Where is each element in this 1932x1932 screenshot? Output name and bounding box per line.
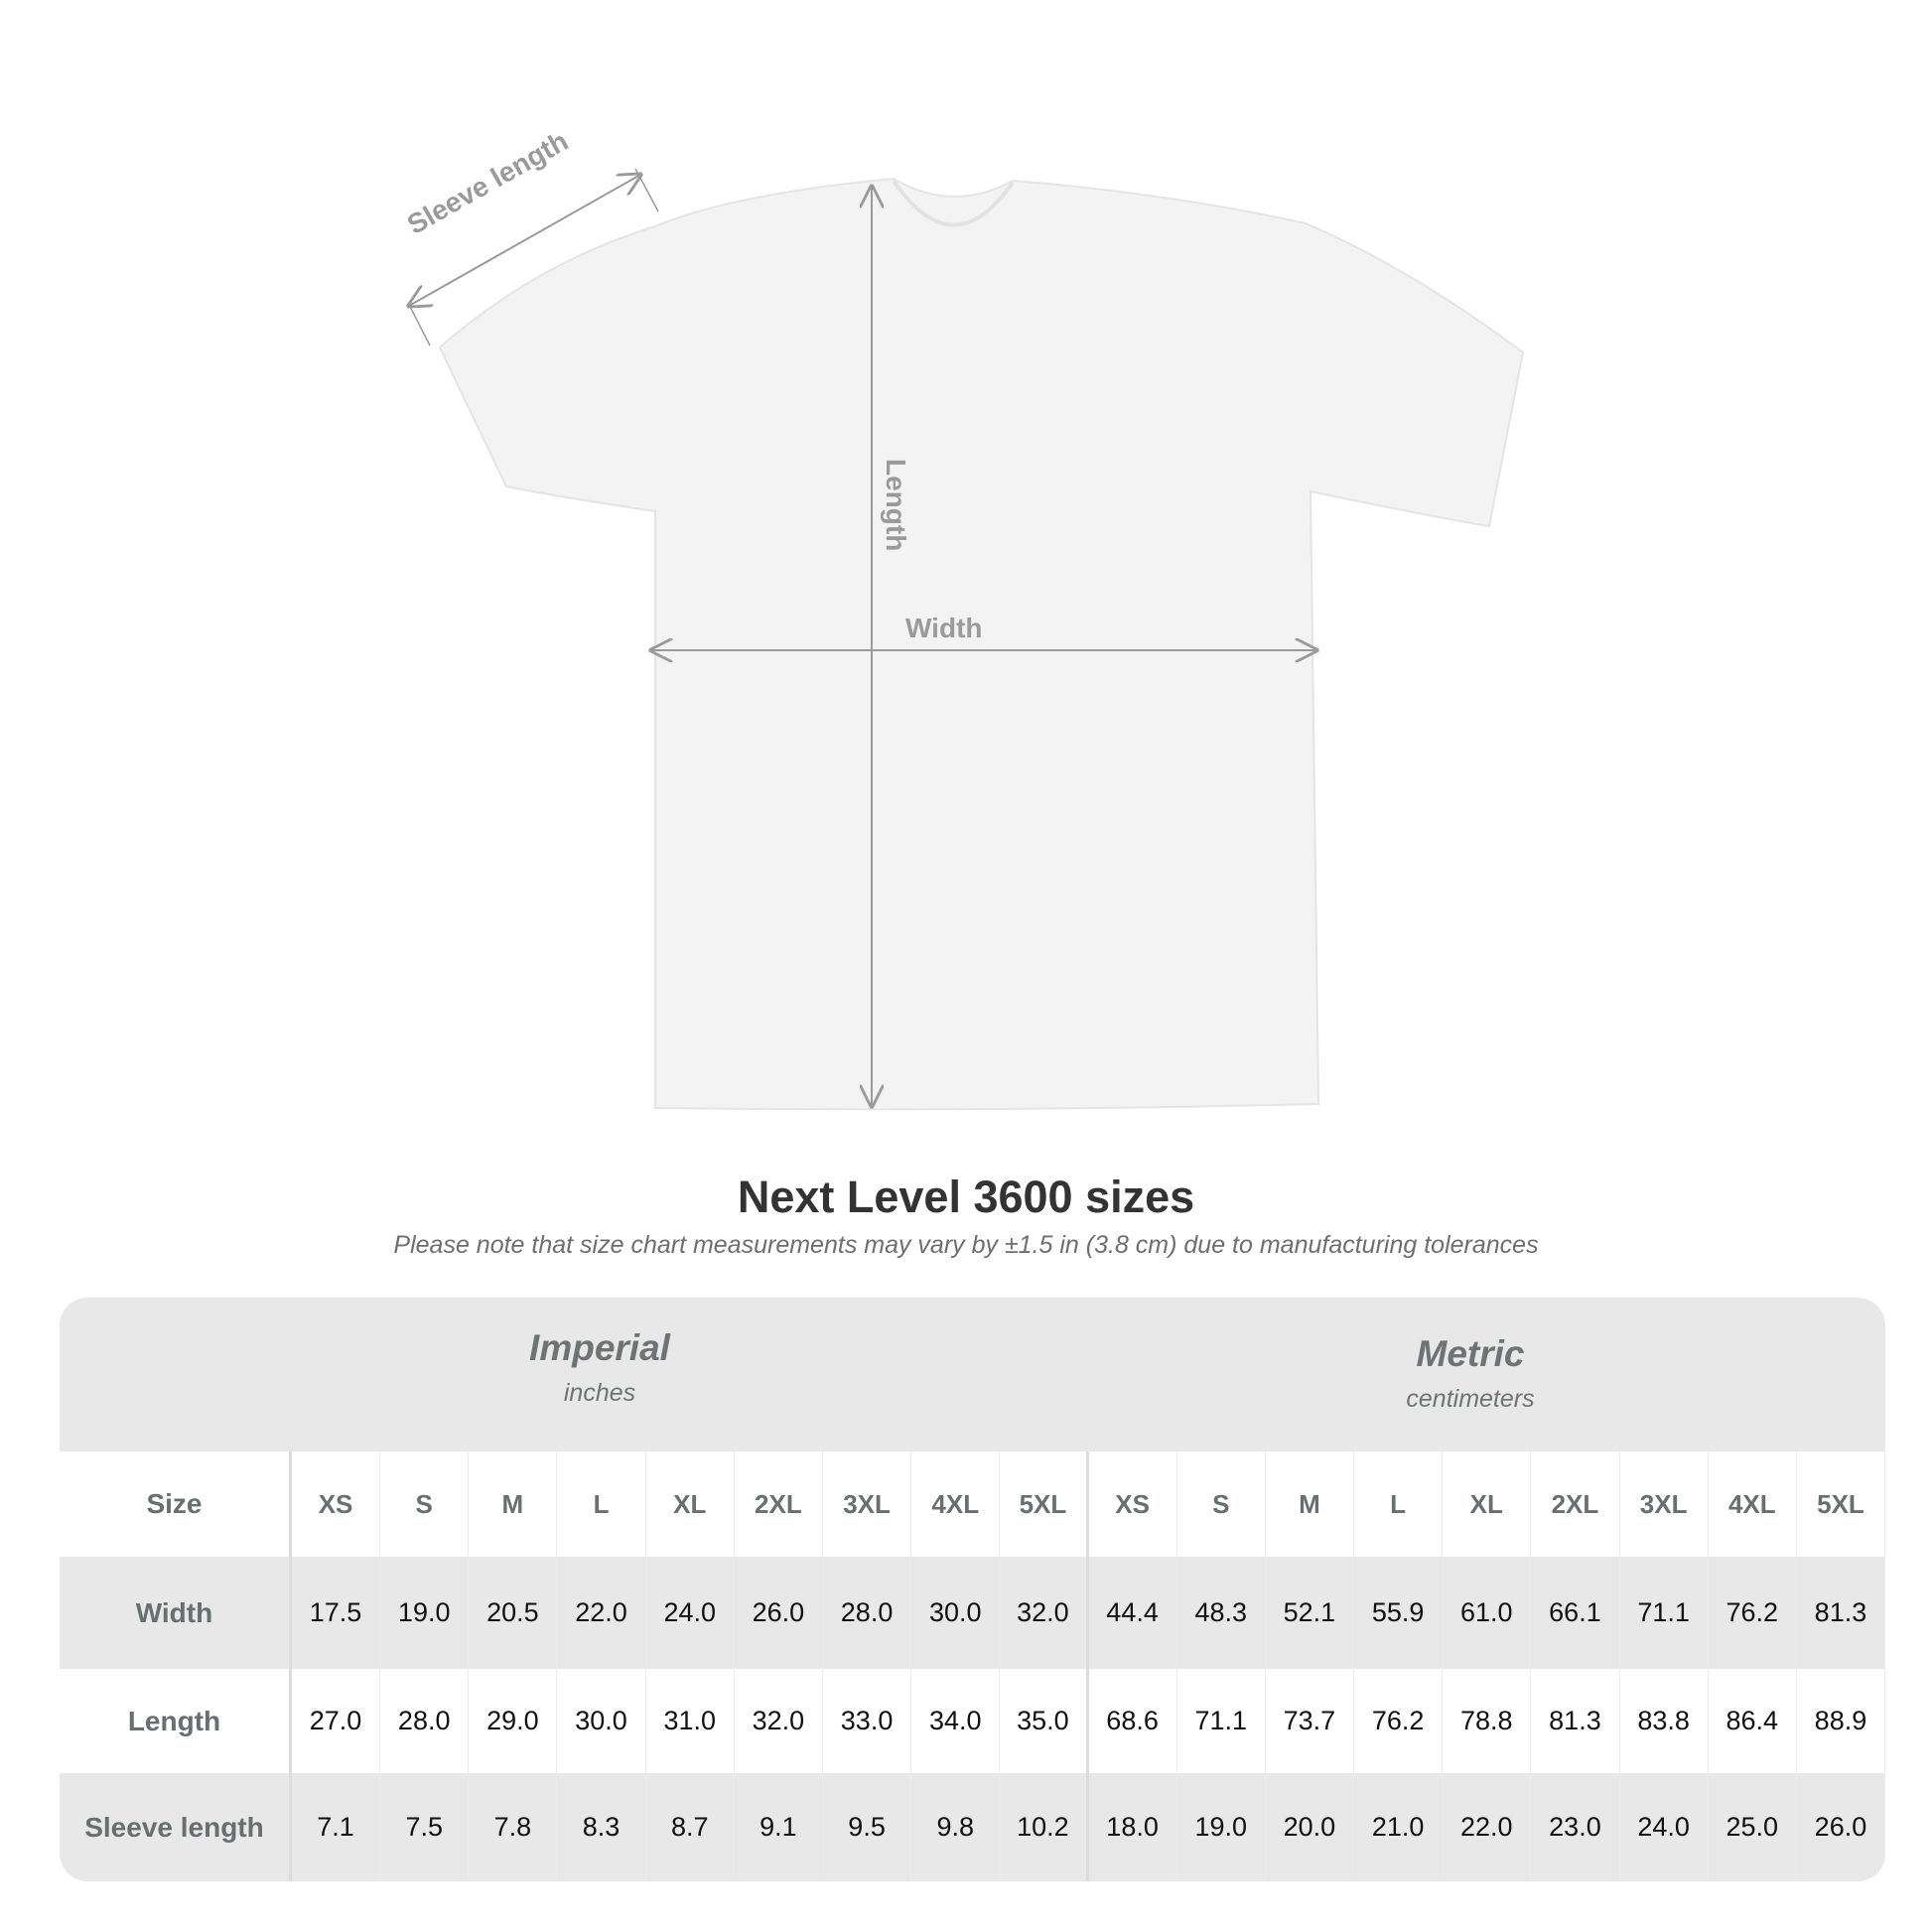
imperial-size-header: XS: [292, 1451, 381, 1557]
imperial-value-cell: 9.8: [911, 1773, 1001, 1881]
imperial-value-cell: 28.0: [380, 1669, 470, 1773]
metric-value-cell: 21.0: [1354, 1773, 1444, 1881]
imperial-size-header: M: [469, 1451, 558, 1557]
imperial-size-header: 5XL: [1000, 1451, 1089, 1557]
imperial-value-cell: 30.0: [557, 1669, 646, 1773]
metric-value-cell: 88.9: [1797, 1669, 1885, 1773]
imperial-value-cell: 7.5: [380, 1773, 470, 1881]
metric-value-cell: 78.8: [1443, 1669, 1532, 1773]
imperial-value-cell: 7.8: [469, 1773, 558, 1881]
imperial-value-cell: 10.2: [1000, 1773, 1089, 1881]
table-header: Imperial inches Metric centimeters: [60, 1298, 1885, 1451]
metric-size-header: 4XL: [1709, 1451, 1797, 1557]
metric-value-cell: 24.0: [1620, 1773, 1709, 1881]
metric-size-header: 2XL: [1531, 1451, 1620, 1557]
imperial-value-cell: 27.0: [292, 1669, 381, 1773]
metric-header: Metric centimeters: [1222, 1333, 1719, 1414]
metric-value-cell: 61.0: [1443, 1557, 1532, 1669]
metric-value-cell: 71.1: [1177, 1669, 1266, 1773]
page-title: Next Level 3600 sizes: [737, 1172, 1195, 1222]
tshirt-illustration: [0, 168, 1525, 1111]
imperial-size-header: L: [557, 1451, 646, 1557]
metric-value-cell: 81.3: [1531, 1669, 1620, 1773]
metric-value-cell: 76.2: [1354, 1669, 1444, 1773]
imperial-size-header: 4XL: [911, 1451, 1001, 1557]
metric-value-cell: 71.1: [1620, 1557, 1709, 1669]
metric-value-cell: 83.8: [1620, 1669, 1709, 1773]
metric-value-cell: 76.2: [1709, 1557, 1797, 1669]
tolerance-note: Please note that size chart measurements…: [393, 1231, 1539, 1259]
metric-value-cell: 22.0: [1443, 1773, 1532, 1881]
imperial-value-cell: 9.1: [735, 1773, 823, 1881]
sleeve-arrow: [409, 175, 640, 306]
length-label: Length: [881, 459, 911, 552]
metric-size-header: M: [1266, 1451, 1355, 1557]
imperial-value-cell: 28.0: [823, 1557, 912, 1669]
imperial-size-header: XL: [646, 1451, 735, 1557]
metric-value-cell: 44.4: [1089, 1557, 1177, 1669]
imperial-value-cell: 32.0: [735, 1669, 823, 1773]
imperial-value-cell: 34.0: [911, 1669, 1001, 1773]
table-row: Sleeve length 7.1 7.5 7.8 8.3 8.7 9.1 9.5 9.8 10.…: [60, 1773, 1885, 1881]
imperial-value-cell: 26.0: [735, 1557, 823, 1669]
metric-value-cell: 26.0: [1797, 1773, 1885, 1881]
metric-unit: centimeters: [1406, 1385, 1535, 1413]
metric-value-cell: 55.9: [1354, 1557, 1444, 1669]
row-label: Length: [60, 1669, 292, 1773]
imperial-value-cell: 29.0: [469, 1669, 558, 1773]
imperial-value-cell: 17.5: [292, 1557, 381, 1669]
metric-value-cell: 19.0: [1177, 1773, 1266, 1881]
imperial-value-cell: 9.5: [823, 1773, 912, 1881]
metric-value-cell: 68.6: [1089, 1669, 1177, 1773]
imperial-value-cell: 20.5: [469, 1557, 558, 1669]
size-header-row: Size XS S M L XL 2XL 3XL 4XL 5XL XS S M L XL 2XL 3XL 4XL 5…: [60, 1451, 1885, 1557]
metric-value-cell: 48.3: [1177, 1557, 1266, 1669]
imperial-value-cell: 32.0: [1000, 1557, 1089, 1669]
metric-size-header: L: [1354, 1451, 1444, 1557]
metric-size-header: XS: [1089, 1451, 1177, 1557]
metric-value-cell: 66.1: [1531, 1557, 1620, 1669]
metric-value-cell: 25.0: [1709, 1773, 1797, 1881]
size-table: Imperial inches Metric centimeters Size X…: [60, 1298, 1885, 1881]
imperial-value-cell: 30.0: [911, 1557, 1001, 1669]
imperial-value-cell: 31.0: [646, 1669, 735, 1773]
metric-value-cell: 18.0: [1089, 1773, 1177, 1881]
imperial-value-cell: 8.7: [646, 1773, 735, 1881]
metric-value-cell: 81.3: [1797, 1557, 1885, 1669]
imperial-value-cell: 33.0: [823, 1669, 912, 1773]
row-label: Width: [60, 1557, 292, 1669]
imperial-title: Imperial: [529, 1327, 670, 1368]
imperial-size-header: 3XL: [823, 1451, 912, 1557]
imperial-value-cell: 35.0: [1000, 1669, 1089, 1773]
metric-size-header: 5XL: [1797, 1451, 1885, 1557]
metric-value-cell: 86.4: [1709, 1669, 1797, 1773]
table-row: Length 27.0 28.0 29.0 30.0 31.0 32.0 33.0 34.0 35…: [60, 1669, 1885, 1773]
imperial-size-header: 2XL: [735, 1451, 823, 1557]
metric-size-header: 3XL: [1620, 1451, 1709, 1557]
imperial-value-cell: 22.0: [557, 1557, 646, 1669]
imperial-unit: inches: [563, 1379, 636, 1407]
imperial-value-cell: 8.3: [557, 1773, 646, 1881]
metric-value-cell: 20.0: [1266, 1773, 1355, 1881]
metric-size-header: S: [1177, 1451, 1266, 1557]
imperial-header: Imperial inches: [351, 1327, 848, 1408]
row-label: Sleeve length: [60, 1773, 292, 1881]
imperial-size-header: S: [380, 1451, 470, 1557]
metric-title: Metric: [1416, 1333, 1525, 1374]
metric-value-cell: 73.7: [1266, 1669, 1355, 1773]
width-label: Width: [905, 613, 983, 643]
metric-size-header: XL: [1443, 1451, 1532, 1557]
imperial-value-cell: 24.0: [646, 1557, 735, 1669]
table-row: Width 17.5 19.0 20.5 22.0 24.0 26.0 28.0 30.0 32.…: [60, 1557, 1885, 1669]
metric-value-cell: 52.1: [1266, 1557, 1355, 1669]
imperial-value-cell: 19.0: [380, 1557, 470, 1669]
row-label: Size: [60, 1451, 292, 1557]
imperial-value-cell: 7.1: [292, 1773, 381, 1881]
metric-value-cell: 23.0: [1531, 1773, 1620, 1881]
